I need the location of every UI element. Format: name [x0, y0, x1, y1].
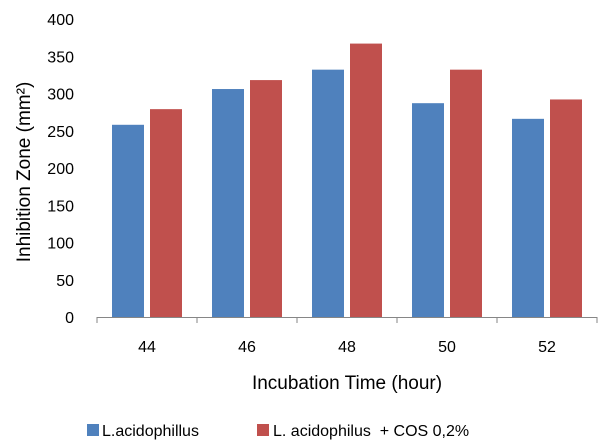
x-tick-label: 44	[138, 339, 156, 356]
bar-series-1-46	[212, 89, 244, 317]
x-axis-ticks: 44 46 48 50 52	[96, 317, 598, 356]
x-axis-title: Incubation Time (hour)	[252, 373, 442, 394]
x-tick-label: 46	[238, 339, 256, 356]
bar-series-1-48	[312, 69, 344, 317]
y-tick-label: 50	[56, 273, 74, 290]
y-tick-label: 250	[47, 124, 74, 141]
bar-series-2-50	[450, 69, 482, 317]
bar-series-2-52	[550, 99, 582, 318]
bar-series-1-50	[412, 103, 444, 317]
y-tick-label: 200	[47, 161, 74, 178]
x-tick-label: 50	[438, 339, 456, 356]
bar-series-2-48	[350, 43, 382, 318]
x-tick-label: 52	[538, 339, 556, 356]
y-tick-label: 300	[47, 87, 74, 104]
legend-label-series-1: L.acidophillus	[102, 423, 199, 440]
y-tick-label: 100	[47, 236, 74, 253]
bar-series-2-46	[250, 80, 282, 317]
legend: L.acidophillus L. acidophilus + COS 0,2%	[87, 423, 469, 440]
bar-series-1-44	[112, 124, 144, 317]
y-axis-ticks: 0 50 100 150 200 250 300 350 400	[47, 12, 74, 327]
legend-swatch-series-1	[87, 424, 99, 436]
bars	[112, 43, 582, 318]
bar-series-1-52	[512, 118, 544, 317]
legend-label-series-2: L. acidophilus + COS 0,2%	[273, 423, 469, 440]
y-tick-label: 350	[47, 49, 74, 66]
legend-swatch-series-2	[257, 424, 269, 436]
y-tick-label: 400	[47, 12, 74, 29]
y-tick-label: 150	[47, 198, 74, 215]
bar-series-2-44	[150, 109, 182, 318]
x-tick-label: 48	[338, 339, 356, 356]
y-tick-label: 0	[65, 310, 74, 327]
y-axis-title: Inhibition Zone (mm²)	[14, 82, 35, 263]
